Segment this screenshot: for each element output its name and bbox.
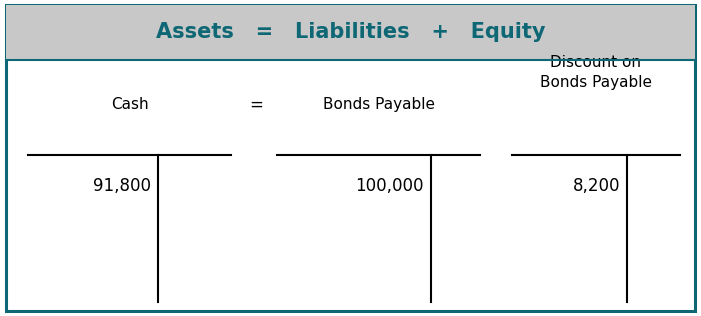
- Text: 91,800: 91,800: [93, 177, 151, 195]
- Text: Bonds Payable: Bonds Payable: [322, 97, 435, 112]
- Text: 8,200: 8,200: [573, 177, 620, 195]
- Text: =: =: [249, 95, 263, 113]
- Text: 100,000: 100,000: [355, 177, 424, 195]
- Text: Assets   =   Liabilities   +   Equity: Assets = Liabilities + Equity: [156, 22, 545, 42]
- Bar: [6, 5, 695, 60]
- Text: Discount on
Bonds Payable: Discount on Bonds Payable: [540, 55, 652, 90]
- FancyBboxPatch shape: [6, 5, 695, 311]
- Text: Cash: Cash: [111, 97, 149, 112]
